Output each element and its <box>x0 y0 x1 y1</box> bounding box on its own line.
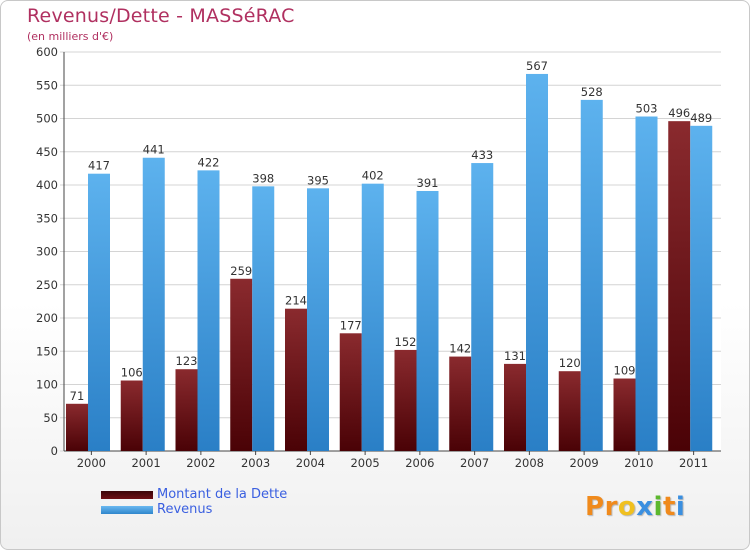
bar-dette <box>339 333 362 451</box>
data-label-dette: 496 <box>668 106 690 120</box>
data-label-dette: 259 <box>230 264 252 278</box>
data-label-revenus: 417 <box>88 159 110 173</box>
bar-dette <box>613 378 636 451</box>
legend-swatch-dette <box>101 490 153 499</box>
legend-label-dette: Montant de la Dette <box>157 487 288 502</box>
legend: Montant de la Dette Revenus <box>101 487 287 517</box>
y-tick-label: 400 <box>36 178 58 192</box>
y-tick-label: 300 <box>36 245 58 259</box>
y-tick-label: 100 <box>36 378 58 392</box>
y-tick-label: 50 <box>43 411 58 425</box>
x-tick-label: 2010 <box>624 456 653 470</box>
logo-letter: o <box>617 492 637 522</box>
x-tick-label: 2000 <box>77 456 106 470</box>
bar-dette <box>175 369 198 451</box>
x-tick-label: 2004 <box>296 456 325 470</box>
data-label-dette: 177 <box>340 318 362 332</box>
bar-revenus <box>635 116 658 451</box>
data-label-revenus: 402 <box>362 169 384 183</box>
bar-revenus <box>142 157 165 452</box>
x-tick-label: 2001 <box>131 456 160 470</box>
bar-revenus <box>197 170 220 451</box>
data-label-revenus: 398 <box>252 171 274 185</box>
data-label-revenus: 567 <box>526 59 548 73</box>
bar-revenus <box>361 183 384 452</box>
data-label-dette: 109 <box>614 364 636 378</box>
data-label-revenus: 441 <box>143 143 165 157</box>
data-label-dette: 142 <box>449 342 471 356</box>
x-tick-label: 2009 <box>569 456 598 470</box>
data-label-revenus: 528 <box>581 85 603 99</box>
data-label-dette: 131 <box>504 349 526 363</box>
y-tick-label: 500 <box>36 112 58 126</box>
y-tick-label: 250 <box>36 278 58 292</box>
x-tick-label: 2003 <box>241 456 270 470</box>
y-tick-label: 550 <box>36 78 58 92</box>
bar-revenus <box>416 190 439 452</box>
bar-revenus <box>690 125 713 451</box>
data-label-dette: 71 <box>70 389 85 403</box>
data-label-dette: 120 <box>559 356 581 370</box>
data-label-revenus: 422 <box>198 155 220 169</box>
logo-letter: x <box>636 492 654 522</box>
logo-letter: i <box>653 492 663 522</box>
legend-label-revenus: Revenus <box>157 502 213 517</box>
x-tick-label: 2002 <box>186 456 215 470</box>
bar-dette <box>668 121 691 451</box>
data-label-dette: 123 <box>176 354 198 368</box>
bar-revenus <box>307 188 329 451</box>
legend-item-revenus: Revenus <box>101 502 287 517</box>
data-label-revenus: 391 <box>417 176 439 190</box>
logo-letter: P <box>585 492 605 522</box>
data-label-dette: 106 <box>121 366 143 380</box>
bar-dette <box>449 356 472 451</box>
x-tick-label: 2008 <box>515 456 544 470</box>
bar-dette <box>504 363 526 451</box>
data-label-revenus: 489 <box>690 111 712 125</box>
legend-swatch-revenus <box>101 505 153 514</box>
data-label-revenus: 433 <box>471 148 493 162</box>
bar-dette <box>230 278 253 451</box>
bar-dette <box>394 349 417 451</box>
data-label-dette: 152 <box>395 335 417 349</box>
chart-title: Revenus/Dette - MASSéRAC <box>27 5 295 27</box>
data-label-revenus: 395 <box>307 173 329 187</box>
y-tick-label: 450 <box>36 145 58 159</box>
bar-revenus <box>526 73 548 451</box>
y-tick-label: 350 <box>36 211 58 225</box>
bar-revenus <box>88 173 110 451</box>
x-tick-label: 2007 <box>460 456 489 470</box>
y-tick-label: 600 <box>36 45 58 59</box>
bar-revenus <box>471 163 494 451</box>
data-label-dette: 214 <box>285 294 307 308</box>
y-tick-label: 0 <box>51 444 58 458</box>
chart-subtitle: (en milliers d'€) <box>27 30 114 43</box>
legend-item-dette: Montant de la Dette <box>101 487 287 502</box>
data-label-revenus: 503 <box>636 102 658 116</box>
x-tick-label: 2011 <box>679 456 708 470</box>
logo-letter: t <box>662 492 676 522</box>
x-tick-label: 2005 <box>350 456 379 470</box>
bar-dette <box>558 371 581 451</box>
bar-revenus <box>580 99 603 451</box>
y-tick-label: 150 <box>36 344 58 358</box>
y-tick-label: 200 <box>36 311 58 325</box>
logo-letter: i <box>675 492 686 522</box>
bar-dette <box>120 380 143 451</box>
bar-dette <box>285 308 307 451</box>
x-tick-label: 2006 <box>405 456 434 470</box>
logo-letter: r <box>604 492 618 522</box>
bar-revenus <box>252 186 275 451</box>
proxiti-logo: Proxiti <box>585 492 685 522</box>
bar-dette <box>66 403 88 451</box>
